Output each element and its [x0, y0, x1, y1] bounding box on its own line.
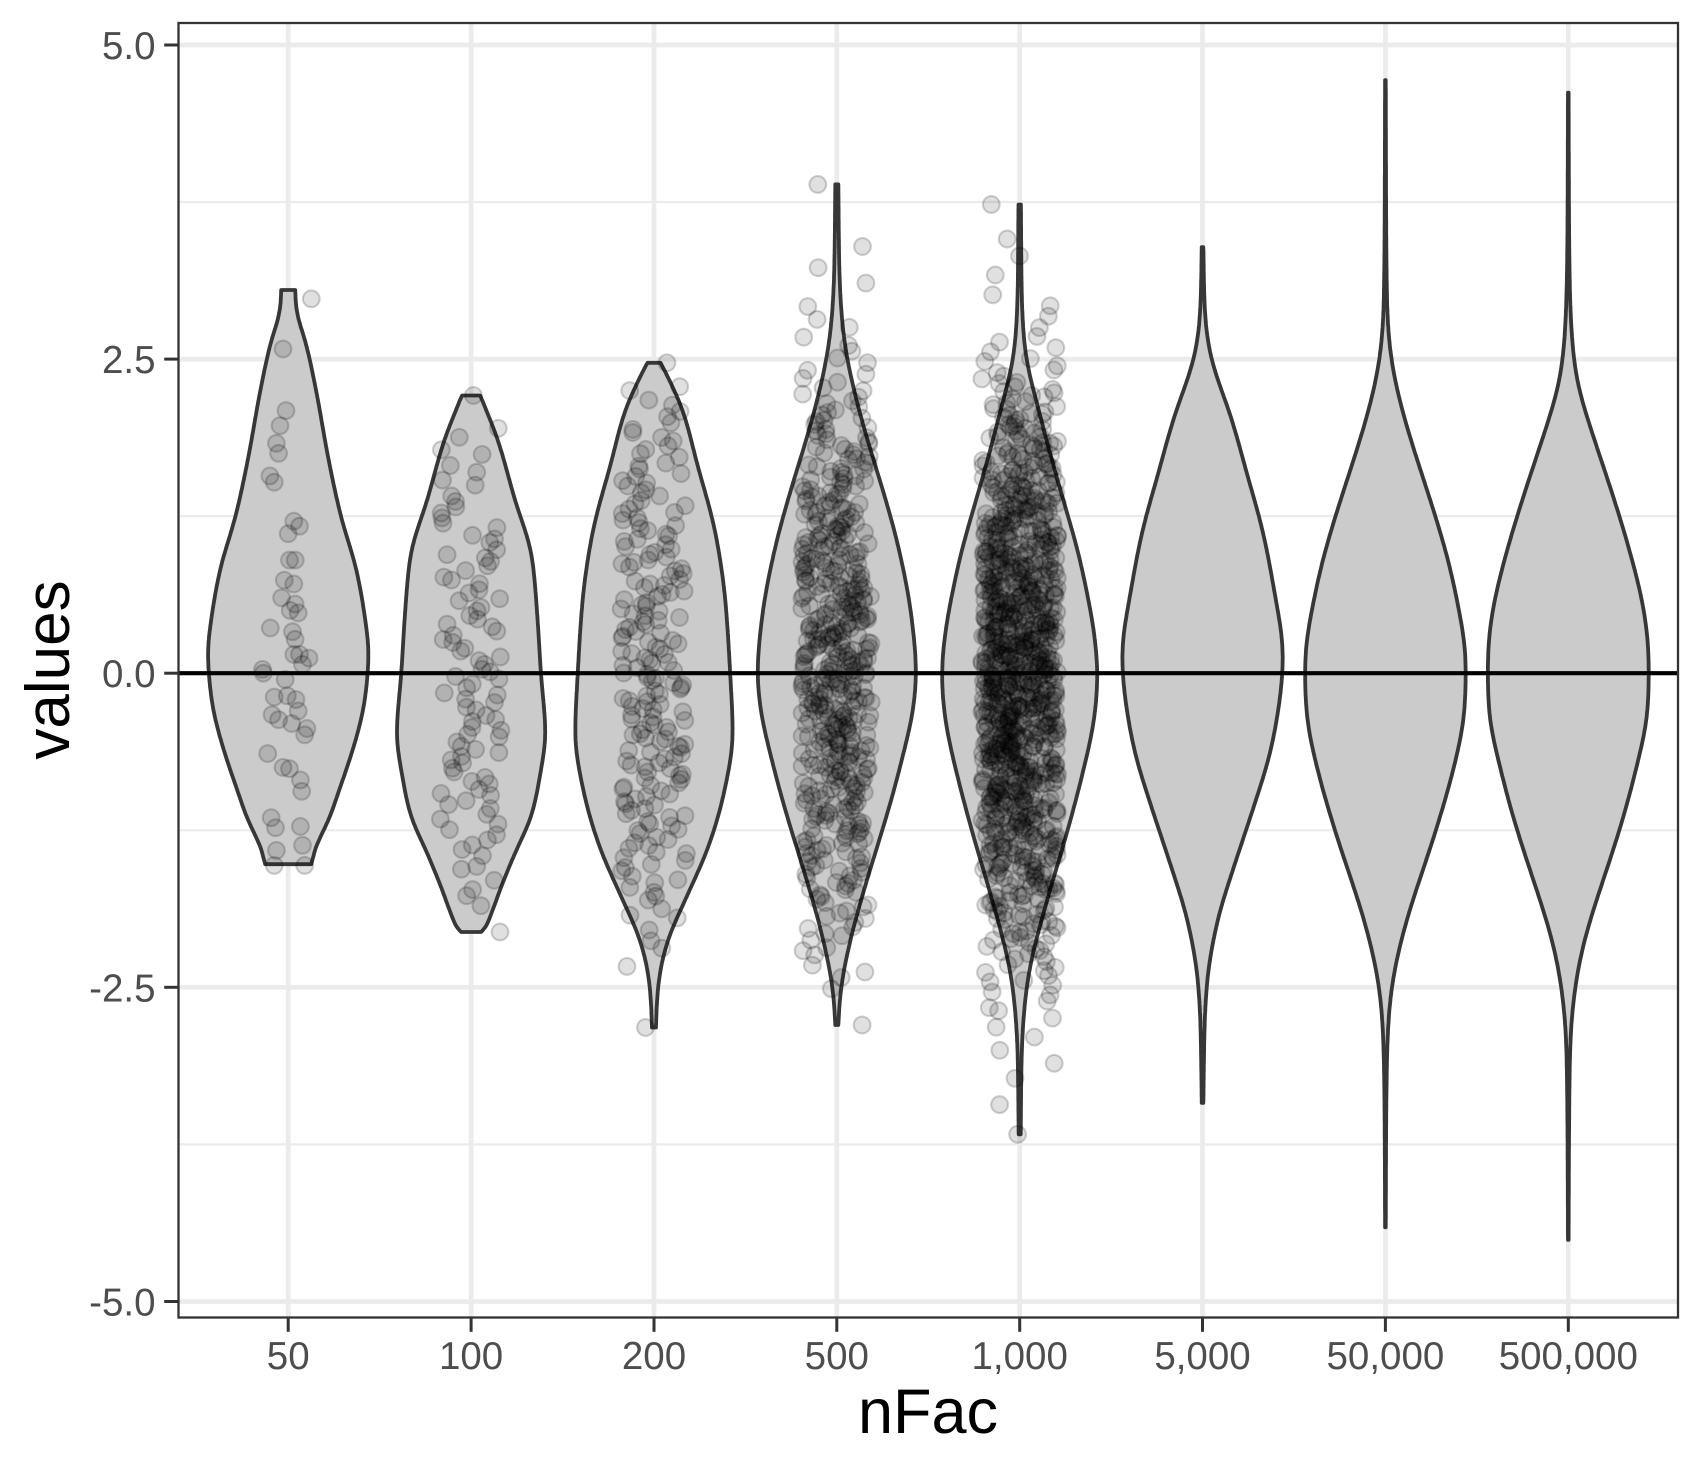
svg-text:50,000: 50,000 [1327, 1335, 1445, 1378]
svg-text:values: values [14, 580, 83, 759]
svg-text:1,000: 1,000 [972, 1335, 1068, 1378]
svg-text:0.0: 0.0 [102, 653, 156, 696]
svg-text:2.5: 2.5 [102, 339, 156, 382]
svg-text:5.0: 5.0 [102, 25, 156, 68]
svg-text:100: 100 [439, 1335, 503, 1378]
svg-text:nFac: nFac [858, 1377, 998, 1447]
svg-text:-2.5: -2.5 [89, 967, 155, 1010]
svg-text:50: 50 [267, 1335, 310, 1378]
svg-text:500,000: 500,000 [1499, 1335, 1638, 1378]
svg-text:5,000: 5,000 [1154, 1335, 1250, 1378]
svg-text:500: 500 [805, 1335, 869, 1378]
svg-text:200: 200 [622, 1335, 686, 1378]
svg-text:-5.0: -5.0 [89, 1282, 155, 1325]
